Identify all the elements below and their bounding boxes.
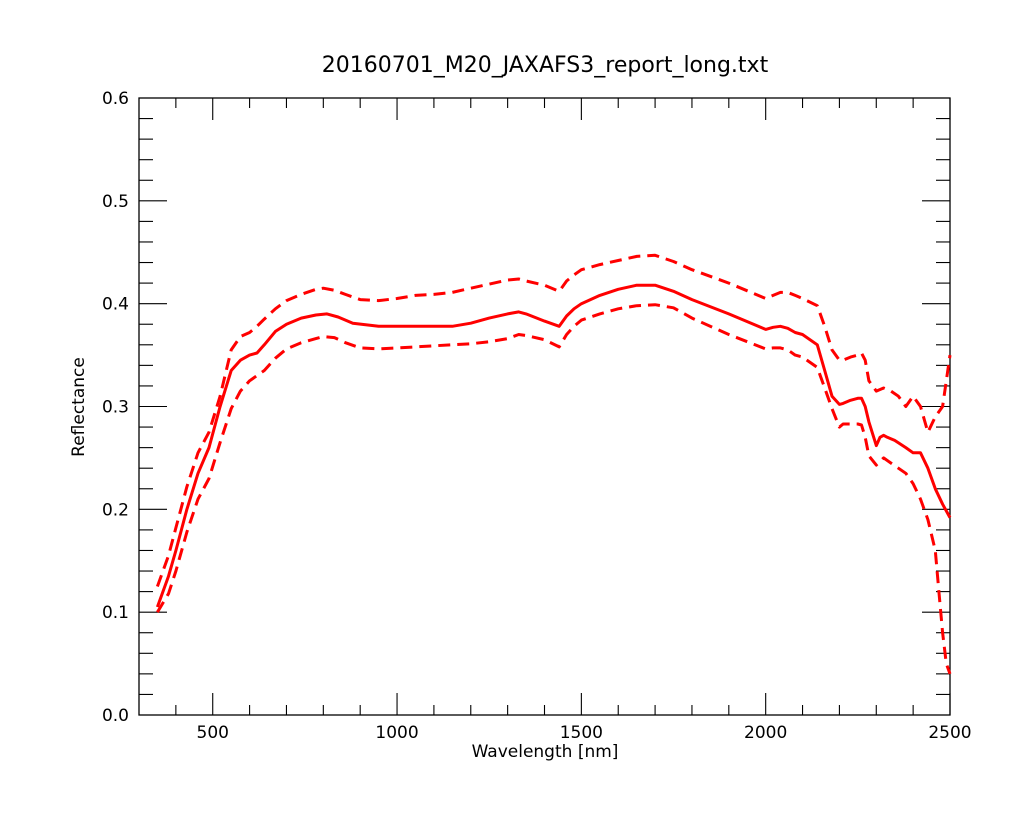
x-tick-labels: 500 1000 1500 2000 2500 bbox=[197, 723, 972, 743]
plot-frame bbox=[138, 97, 951, 716]
y-tick-label: 0.2 bbox=[102, 500, 129, 520]
y-tick-label: 0.4 bbox=[102, 295, 129, 315]
y-tick-label: 0.5 bbox=[102, 192, 129, 212]
y-tick-label: 0.0 bbox=[102, 706, 129, 726]
solid-series-line bbox=[155, 283, 952, 608]
y-tick-labels: 0.0 0.1 0.2 0.3 0.4 0.5 0.6 bbox=[102, 89, 129, 726]
y-tick-label: 0.6 bbox=[102, 89, 129, 109]
plot-border bbox=[138, 97, 951, 716]
x-tick-label: 500 bbox=[197, 723, 229, 743]
x-tick-label: 2500 bbox=[928, 723, 971, 743]
x-tick-label: 2000 bbox=[744, 723, 787, 743]
chart-title: 20160701_M20_JAXAFS3_report_long.txt bbox=[322, 53, 769, 78]
y-tick-label: 0.3 bbox=[102, 398, 129, 418]
dashed-series-line-1 bbox=[155, 253, 952, 588]
x-tick-label: 1000 bbox=[375, 723, 418, 743]
x-tick-label: 1500 bbox=[560, 723, 603, 743]
y-tick-label: 0.1 bbox=[102, 603, 129, 623]
x-axis-label: Wavelength [nm] bbox=[472, 742, 619, 762]
dashed-series-line-2 bbox=[156, 303, 952, 675]
y-axis-label: Reflectance bbox=[69, 357, 89, 457]
series-group bbox=[155, 253, 952, 675]
axis-ticks bbox=[139, 97, 951, 716]
